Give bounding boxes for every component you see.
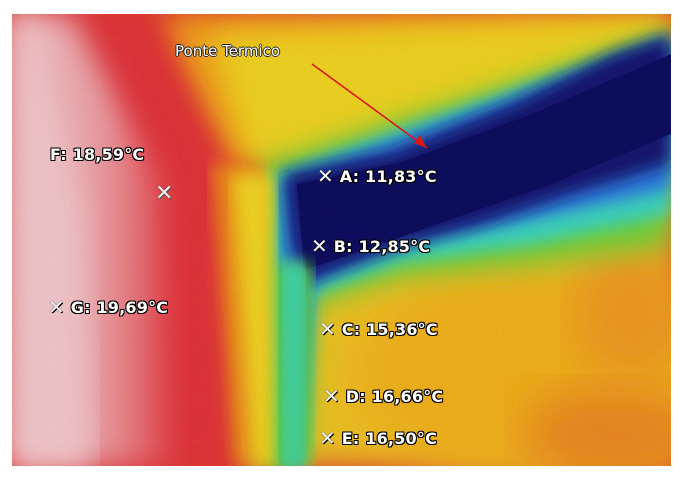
- callout-label: Ponte Termico: [175, 42, 281, 60]
- crosshair-x-icon: ✕: [319, 317, 336, 341]
- crosshair-x-icon: ✕: [48, 295, 65, 319]
- measurement-b: ✕ B: 12,85°C: [311, 236, 430, 256]
- measurement-a-reading: A: 11,83°C: [339, 166, 437, 186]
- crosshair-x-icon: ✕: [155, 181, 174, 206]
- measurement-f-reading: F: 18,59°C: [50, 145, 145, 164]
- measurement-e: ✕ E: 16,50°C: [319, 428, 437, 448]
- measurement-d-reading: D: 16,66°C: [345, 386, 444, 406]
- crosshair-x-icon: ✕: [311, 234, 328, 258]
- measurement-g: ✕ G: 19,69°C: [48, 297, 168, 317]
- measurement-d: ✕ D: 16,66°C: [323, 386, 443, 406]
- measurement-e-reading: E: 16,50°C: [341, 428, 438, 448]
- measurement-g-reading: G: 19,69°C: [70, 297, 169, 317]
- arrow-icon: [311, 63, 428, 149]
- measurement-a: ✕ A: 11,83°C: [317, 166, 437, 186]
- measurement-f: F: 18,59°C: [50, 145, 144, 164]
- crosshair-x-icon: ✕: [323, 384, 340, 408]
- measurement-c-reading: C: 15,36°C: [341, 319, 438, 339]
- crosshair-x-icon: ✕: [317, 164, 334, 188]
- measurement-c: ✕ C: 15,36°C: [319, 319, 438, 339]
- thermal-heatmap: [12, 14, 671, 466]
- crosshair-x-icon: ✕: [319, 426, 336, 450]
- measurement-b-reading: B: 12,85°C: [333, 236, 431, 256]
- thermal-image: Ponte Termico ✕ A: 11,83°C ✕ B: 12,85°C …: [12, 14, 671, 466]
